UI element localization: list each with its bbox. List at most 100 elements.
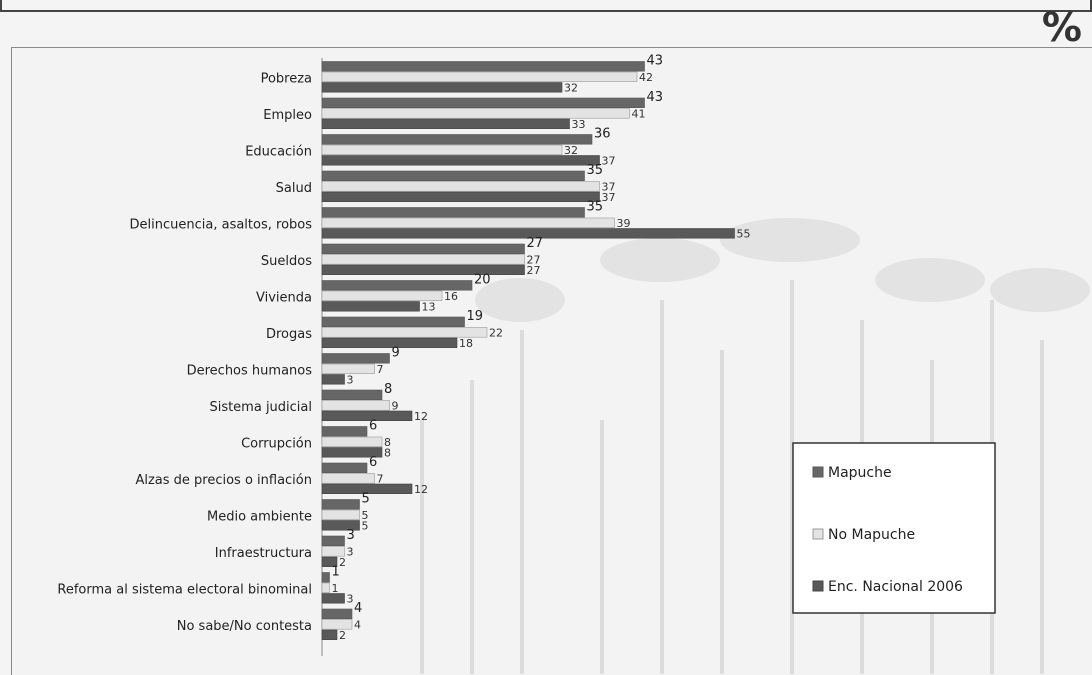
- data-label: 35: [587, 200, 604, 215]
- bar: [321, 144, 563, 155]
- category-label: Delincuencia, asaltos, robos: [130, 217, 313, 232]
- bar: [321, 499, 360, 510]
- data-label: 27: [527, 236, 544, 251]
- bar: [321, 301, 420, 312]
- data-label: 43: [647, 54, 664, 69]
- bar: [321, 228, 735, 239]
- bar: [321, 426, 368, 437]
- legend-swatch-nacional: [812, 580, 824, 592]
- data-label: 9: [392, 400, 399, 413]
- data-label: 18: [459, 337, 473, 350]
- bar: [321, 593, 345, 604]
- bar: [321, 217, 615, 228]
- data-label: 7: [377, 363, 384, 376]
- category-label: Vivienda: [256, 290, 312, 305]
- data-label: 37: [602, 155, 616, 168]
- category-label: Corrupción: [241, 436, 312, 451]
- bar: [321, 327, 488, 338]
- data-label: 19: [467, 309, 484, 324]
- data-label: 5: [362, 520, 369, 533]
- category-label: Reforma al sistema electoral binominal: [57, 582, 312, 597]
- data-label: 36: [594, 127, 611, 142]
- bar: [321, 61, 645, 72]
- bar: [321, 254, 525, 265]
- data-label: 5: [362, 492, 370, 507]
- category-label: Educación: [245, 144, 312, 159]
- forest-watermark: [420, 218, 1090, 674]
- bar: [321, 410, 413, 421]
- data-label: 7: [377, 473, 384, 486]
- legend-label-nacional: Enc. Nacional 2006: [828, 579, 963, 595]
- legend-label-no-mapuche: No Mapuche: [828, 527, 915, 543]
- data-label: 43: [647, 90, 664, 105]
- bar: [321, 290, 443, 301]
- data-label: 4: [354, 619, 361, 632]
- data-label: 39: [617, 217, 631, 230]
- data-label: 27: [527, 264, 541, 277]
- bar: [321, 316, 465, 327]
- data-label: 3: [347, 374, 354, 387]
- bar: [321, 535, 345, 546]
- category-label: No sabe/No contesta: [177, 619, 312, 634]
- bar: [321, 520, 360, 531]
- bar: [321, 134, 593, 145]
- bar: [321, 389, 383, 400]
- bar: [321, 363, 375, 374]
- data-label: 8: [384, 447, 391, 460]
- data-label: 5: [362, 509, 369, 522]
- data-label: 42: [639, 71, 653, 84]
- bar: [321, 82, 563, 93]
- legend: Mapuche No Mapuche Enc. Nacional 2006: [792, 442, 996, 614]
- bar: [321, 483, 413, 494]
- bar: [321, 629, 338, 640]
- category-label: Derechos humanos: [187, 363, 313, 378]
- data-label: 22: [489, 327, 503, 340]
- category-label: Salud: [276, 181, 312, 196]
- category-label: Alzas de precios o inflación: [135, 473, 312, 488]
- data-label: 41: [632, 108, 646, 121]
- data-label: 4: [354, 601, 362, 616]
- legend-label-mapuche: Mapuche: [828, 465, 892, 481]
- bar: [321, 337, 458, 348]
- bar: [321, 280, 473, 291]
- bar: [321, 264, 525, 275]
- category-label: Pobreza: [261, 71, 312, 86]
- bar: [321, 556, 338, 567]
- data-label: 37: [602, 181, 616, 194]
- bar: [321, 97, 645, 108]
- bar: [321, 155, 600, 166]
- bar: [321, 509, 360, 520]
- data-label: 55: [737, 228, 751, 241]
- legend-swatch-no-mapuche: [812, 528, 824, 540]
- data-label: 35: [587, 163, 604, 178]
- bar: [321, 447, 383, 458]
- data-label: 3: [347, 593, 354, 606]
- legend-box: [792, 442, 996, 614]
- data-label: 16: [444, 290, 458, 303]
- bar: [321, 118, 570, 129]
- data-label: 13: [422, 301, 436, 314]
- data-label: 3: [347, 546, 354, 559]
- legend-swatch-mapuche: [812, 466, 824, 478]
- bar: [321, 191, 600, 202]
- data-label: 9: [392, 346, 400, 361]
- data-label: 3: [347, 528, 355, 543]
- data-label: 32: [564, 144, 578, 157]
- bar: [321, 473, 375, 484]
- bar: [321, 462, 368, 473]
- bar: [321, 400, 390, 411]
- data-label: 6: [369, 455, 377, 470]
- data-label: 33: [572, 118, 586, 131]
- category-label: Medio ambiente: [207, 509, 312, 524]
- category-label: Drogas: [266, 327, 312, 342]
- bar: [321, 170, 585, 181]
- category-label: Empleo: [263, 108, 312, 123]
- bar: [321, 181, 600, 192]
- data-label: 20: [474, 273, 491, 288]
- data-label: 2: [339, 556, 346, 569]
- bar: [321, 353, 390, 364]
- data-label: 1: [332, 565, 340, 580]
- bar: [321, 572, 330, 583]
- category-label: Sistema judicial: [209, 400, 312, 415]
